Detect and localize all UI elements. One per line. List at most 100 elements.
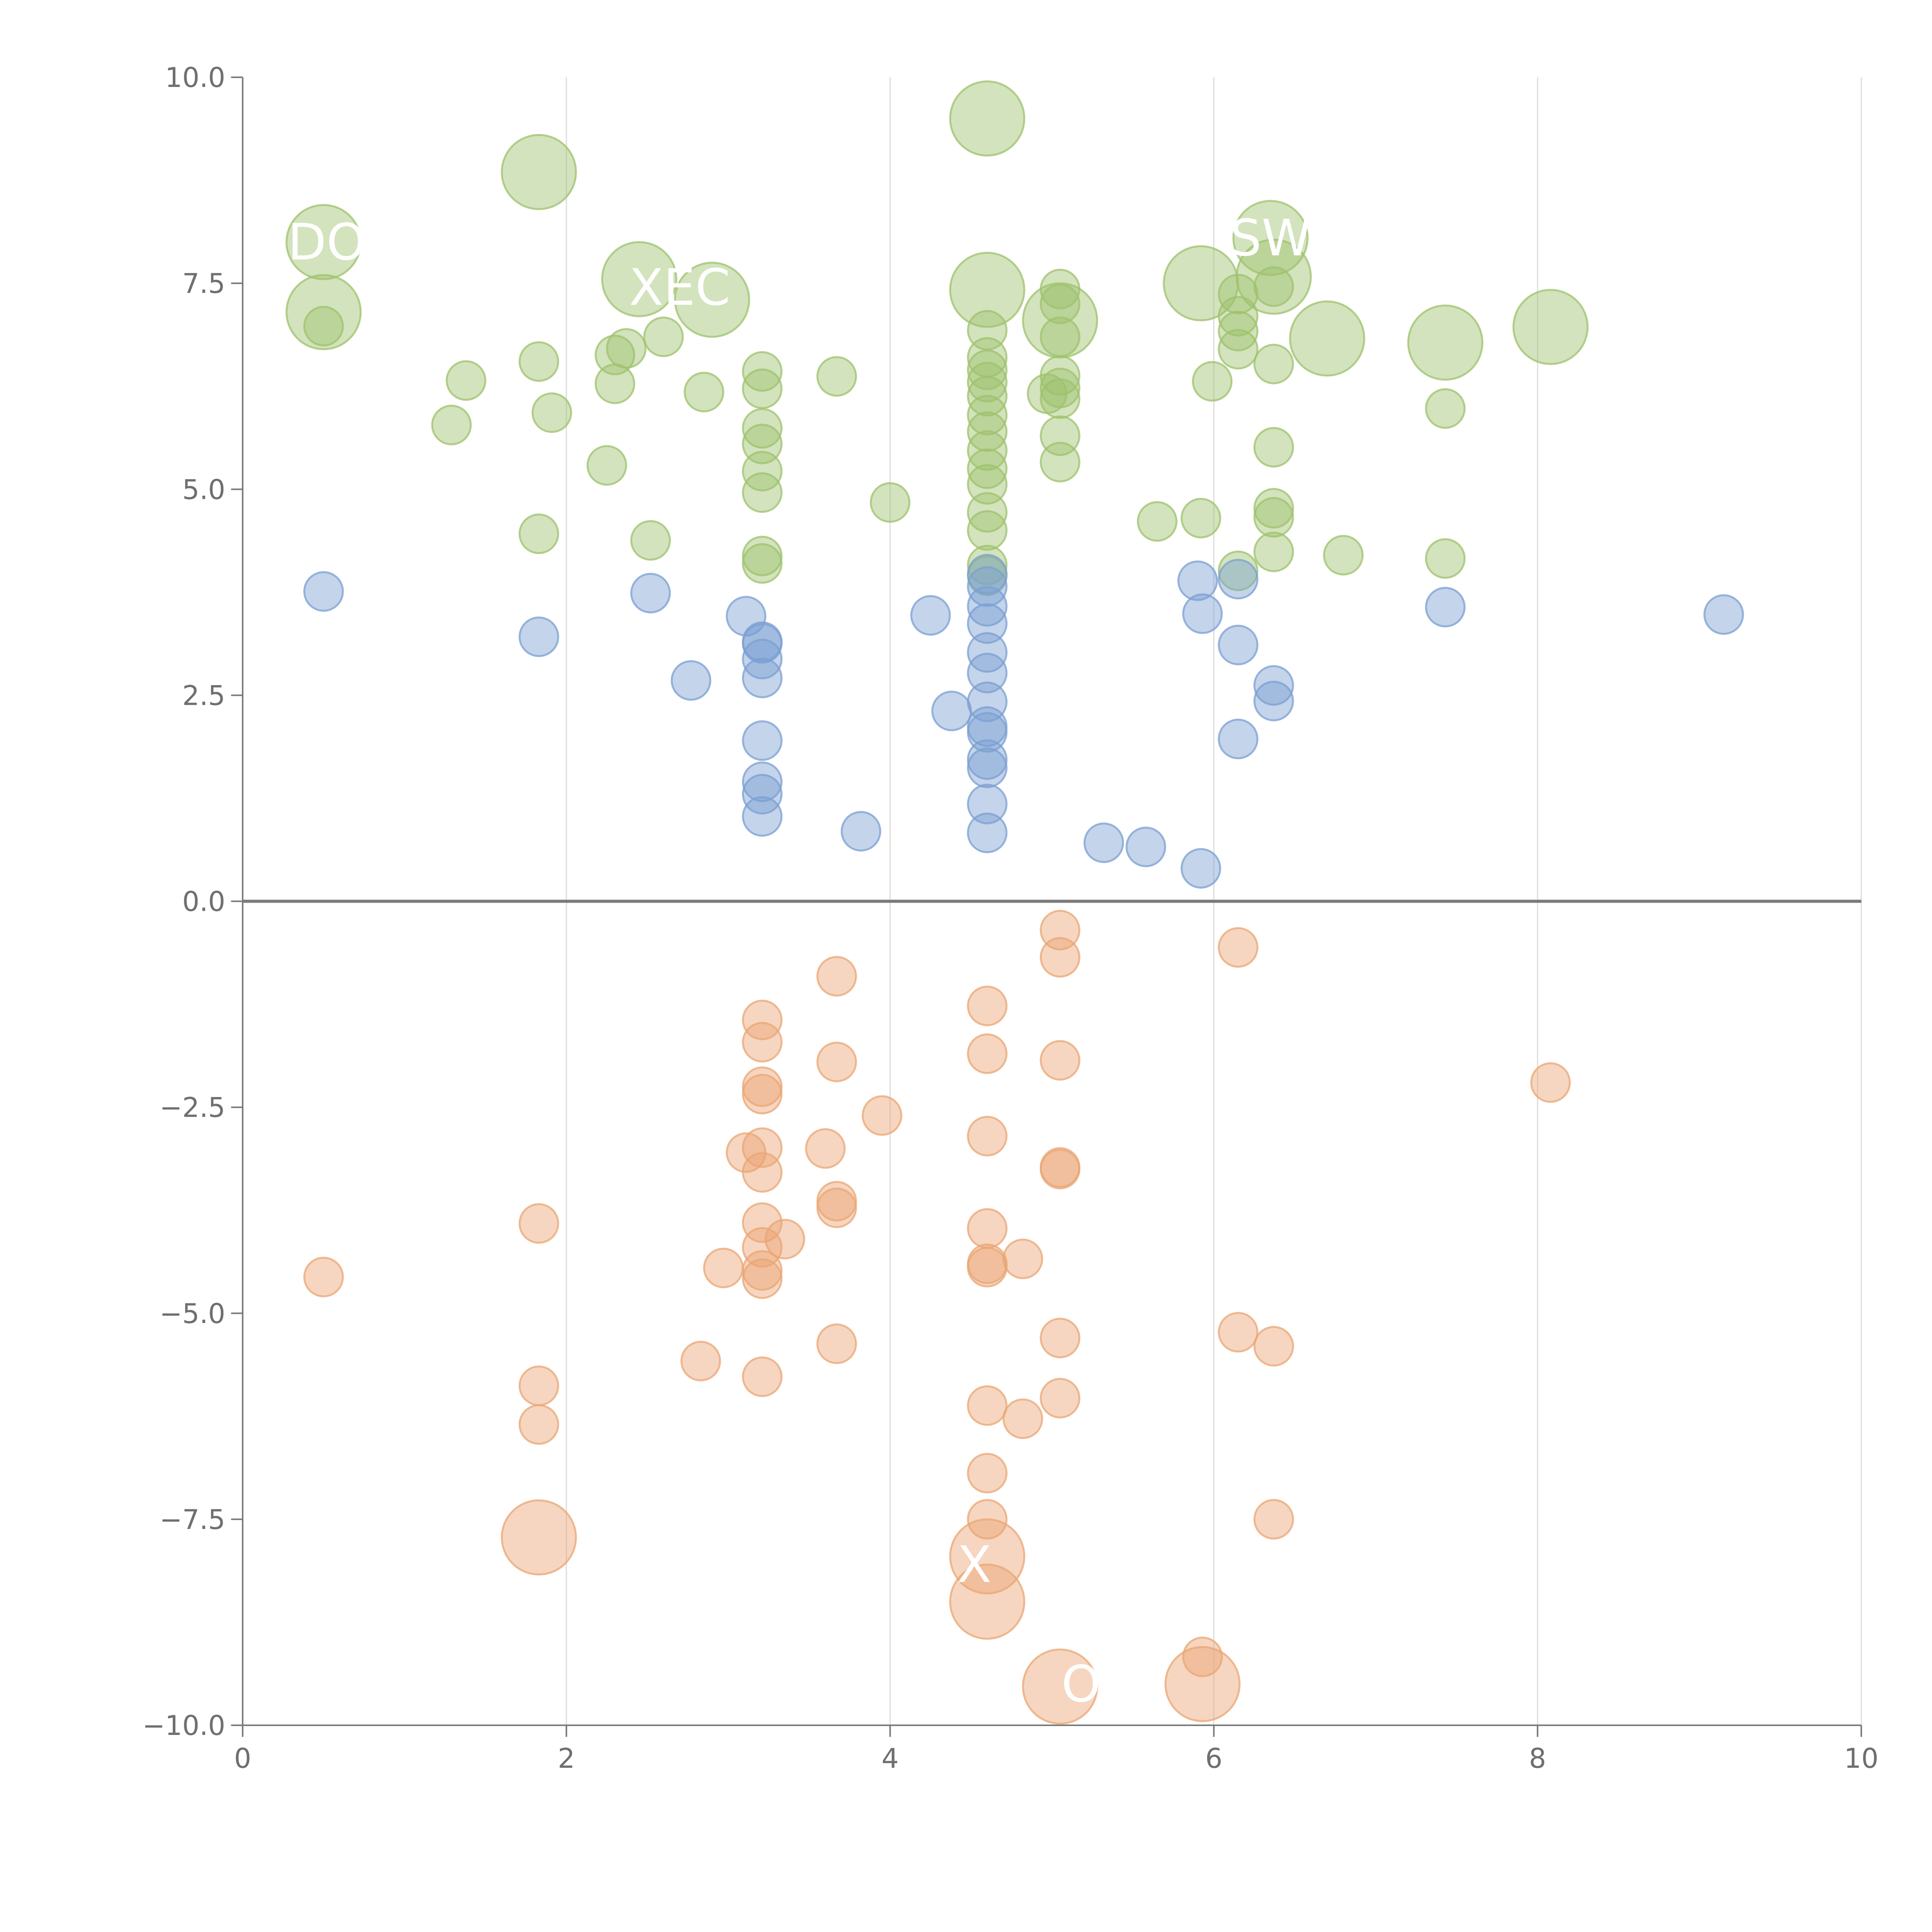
data-point-upper <box>1192 361 1233 402</box>
data-point-lower <box>742 1000 783 1041</box>
bubble-annotation: DO <box>288 213 366 272</box>
data-points <box>285 80 1744 1725</box>
data-point-lower <box>816 1323 857 1364</box>
data-point-upper <box>1323 535 1364 576</box>
y-tick-label: 7.5 <box>182 268 225 299</box>
data-point-upper <box>1253 488 1294 529</box>
x-tick-label: 4 <box>881 1743 899 1774</box>
axes: 0 2 4 6 8 10 10.0 7.5 5.0 2.5 0.0 −2.5 −5.0 −7.5 −10.0 <box>142 62 1878 1774</box>
data-point-lower <box>680 1340 721 1381</box>
data-point-lower <box>967 985 1008 1026</box>
data-point-upper <box>742 368 783 409</box>
data-point-upper <box>1253 531 1294 572</box>
data-point-upper <box>1027 373 1068 414</box>
data-point-lower <box>967 1385 1008 1426</box>
data-point-middle <box>1083 822 1124 863</box>
data-point-middle <box>967 739 1008 780</box>
data-point-lower <box>805 1128 846 1169</box>
y-tick-label: 5.0 <box>182 474 225 505</box>
data-point-upper <box>1232 200 1309 276</box>
bubble-annotation: X <box>957 1535 992 1594</box>
data-point-middle <box>840 811 881 852</box>
data-point-middle <box>1218 718 1259 759</box>
bubble-annotation: SW <box>1230 209 1311 267</box>
data-point-middle <box>967 813 1008 854</box>
data-point-middle <box>630 573 671 614</box>
data-point-upper <box>870 482 911 523</box>
data-point-upper <box>684 372 724 413</box>
data-point-lower <box>1039 937 1080 978</box>
data-point-lower <box>1022 1648 1098 1725</box>
data-point-middle <box>742 761 783 802</box>
data-point-lower <box>501 1499 577 1576</box>
data-point-upper <box>519 513 560 554</box>
data-point-lower <box>519 1365 560 1406</box>
data-point-lower <box>967 1247 1008 1287</box>
y-tick-label: 10.0 <box>165 62 225 94</box>
data-point-middle <box>910 595 951 636</box>
data-point-lower <box>967 1452 1008 1493</box>
data-point-lower <box>703 1247 744 1288</box>
data-point-middle <box>742 796 783 837</box>
data-point-upper <box>643 316 684 357</box>
data-point-upper <box>531 392 572 433</box>
data-point-upper <box>967 544 1008 585</box>
data-point-upper <box>967 362 1008 403</box>
data-point-lower <box>862 1095 903 1136</box>
data-point-upper <box>1235 238 1312 315</box>
data-point-lower <box>816 956 857 997</box>
data-point-upper <box>1039 316 1080 357</box>
data-point-upper <box>949 80 1026 157</box>
data-point-upper <box>1512 289 1589 365</box>
data-point-lower <box>1218 927 1259 968</box>
data-point-upper <box>1137 501 1178 542</box>
data-point-upper <box>1253 497 1294 538</box>
bubble-annotation: XEC <box>629 258 730 317</box>
data-point-upper <box>519 341 560 382</box>
data-point-upper <box>742 351 783 392</box>
data-point-middle <box>967 603 1008 644</box>
data-point-lower <box>742 1258 783 1299</box>
data-point-upper <box>1425 538 1466 579</box>
bubble-annotation: G <box>1129 1655 1168 1713</box>
data-point-upper <box>431 405 472 446</box>
data-point-upper <box>1218 296 1259 337</box>
data-point-lower <box>1182 1636 1223 1677</box>
x-tick-label: 6 <box>1205 1743 1223 1774</box>
data-point-upper <box>1180 498 1221 539</box>
y-tick-label: −10.0 <box>142 1710 225 1742</box>
data-point-lower <box>1253 1499 1294 1540</box>
data-point-lower <box>742 1074 783 1115</box>
data-point-upper <box>1425 388 1466 429</box>
data-point-upper <box>967 395 1008 435</box>
bubble-annotation: O <box>1061 1655 1101 1713</box>
data-point-upper <box>1407 304 1483 381</box>
data-point-middle <box>931 690 972 731</box>
data-point-lower <box>1039 1040 1080 1081</box>
data-point-upper <box>594 363 635 404</box>
data-point-middle <box>1177 560 1218 601</box>
data-point-upper <box>1218 274 1259 315</box>
data-point-upper <box>967 464 1008 505</box>
data-point-lower <box>742 1152 783 1193</box>
data-point-upper <box>1253 266 1294 307</box>
data-point-lower <box>764 1219 805 1260</box>
data-point-upper <box>967 492 1008 533</box>
data-point-lower <box>1164 1646 1241 1722</box>
data-point-upper <box>742 472 783 513</box>
data-point-lower <box>967 1116 1008 1156</box>
data-point-lower <box>949 1563 1026 1640</box>
annotations: DO XEC SW X O G <box>288 209 1311 1714</box>
data-point-lower <box>816 1041 857 1082</box>
data-point-upper <box>967 510 1008 551</box>
data-point-lower <box>1002 1398 1043 1439</box>
data-point-middle <box>742 774 783 815</box>
data-point-upper <box>967 448 1008 489</box>
data-point-lower <box>967 1208 1008 1249</box>
y-tick-label: −2.5 <box>160 1092 225 1124</box>
data-point-upper <box>674 262 750 338</box>
y-tick-label: 2.5 <box>182 680 225 711</box>
